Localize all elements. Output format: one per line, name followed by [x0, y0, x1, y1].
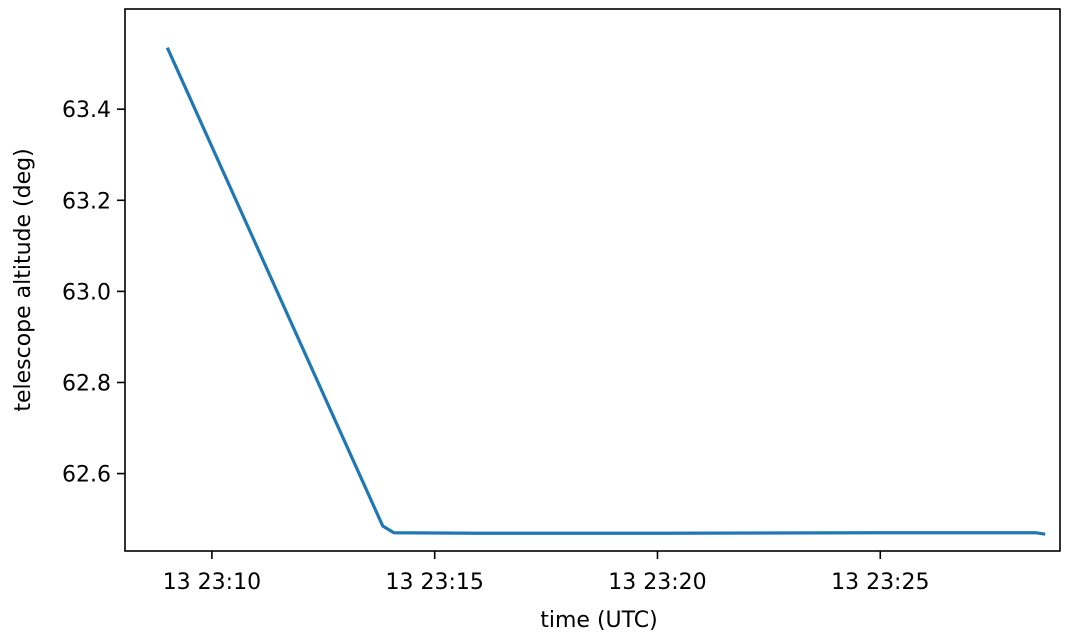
y-tick-label: 63.4 — [62, 98, 111, 123]
y-axis-label: telescope altitude (deg) — [11, 148, 36, 411]
y-tick-label: 62.6 — [62, 463, 111, 488]
series-line-0 — [165, 47, 1046, 536]
x-tick-label: 13 23:10 — [163, 570, 261, 595]
y-tick-label: 63.2 — [62, 189, 111, 214]
x-axis-label: time (UTC) — [540, 608, 657, 633]
x-tick-label: 13 23:15 — [385, 570, 483, 595]
y-axis-ticks: 62.6 62.8 63.0 63.2 63.4 — [62, 98, 125, 488]
plot-frame — [124, 8, 1061, 552]
x-tick-label: 13 23:25 — [831, 570, 929, 595]
plot-layer — [165, 47, 1046, 536]
x-axis-ticks: 13 23:10 13 23:15 13 23:20 13 23:25 — [163, 551, 929, 595]
y-tick-label: 62.8 — [62, 371, 111, 396]
x-tick-label: 13 23:20 — [608, 570, 706, 595]
y-tick-label: 63.0 — [62, 280, 111, 305]
